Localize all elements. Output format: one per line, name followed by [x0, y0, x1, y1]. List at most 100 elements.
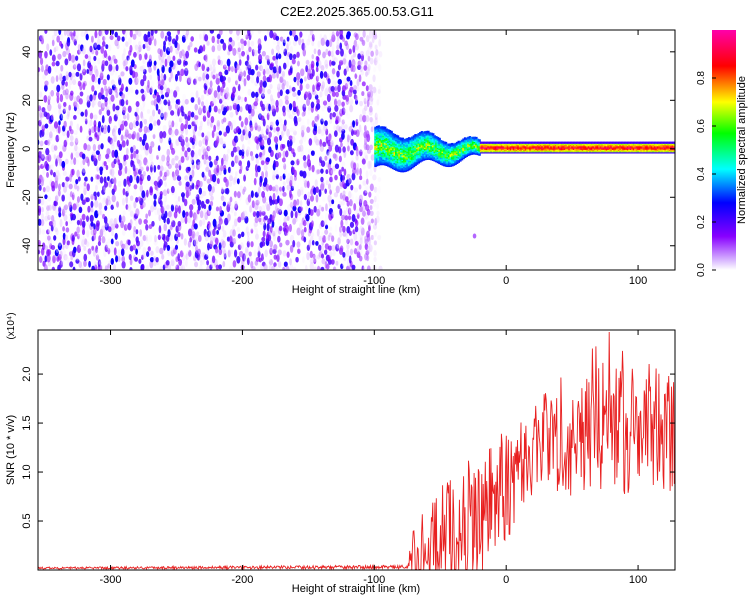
spectrogram-noise-cell — [365, 204, 370, 212]
spectrogram-noise-cell — [62, 248, 66, 256]
spectrogram-noise-cell — [191, 125, 195, 131]
spectrogram-noise-cell — [162, 233, 166, 243]
spectrogram-noise-cell — [238, 149, 243, 156]
spectrogram-noise-cell — [267, 108, 272, 116]
spectrogram-noise-cell — [298, 36, 302, 46]
spectrogram-noise-cell — [125, 190, 129, 197]
spectrogram-noise-cell — [364, 104, 368, 112]
spectrogram-noise-cell — [260, 154, 265, 162]
spectrogram-noise-cell — [208, 86, 213, 93]
spectrogram-noise-cell — [194, 261, 199, 268]
spectrogram-noise-cell — [299, 222, 303, 230]
spectrogram-noise-cell — [252, 45, 256, 53]
spectrogram-noise-cell — [83, 238, 88, 245]
spectrogram-noise-cell — [289, 45, 294, 54]
spectrogram-noise-cell — [96, 174, 100, 180]
spectrogram-noise-cell — [226, 148, 231, 154]
spectrogram-noise-cell — [320, 220, 325, 228]
spectrogram-noise-cell — [266, 43, 271, 51]
spectrogram-noise-cell — [124, 58, 128, 66]
spectrogram-noise-cell — [44, 194, 48, 200]
spectrogram-noise-cell — [167, 184, 171, 192]
spectrogram-noise-cell — [365, 144, 370, 151]
spectrogram-noise-cell — [261, 261, 266, 267]
spectrogram-noise-cell — [77, 176, 81, 182]
spectrogram-noise-cell — [227, 65, 231, 72]
spectrogram-noise-cell — [342, 146, 346, 153]
spectrogram-noise-cell — [194, 190, 198, 198]
spectrogram-noise-cell — [325, 39, 330, 47]
spectrogram-noise-cell — [247, 194, 252, 203]
spectrogram-noise-cell — [201, 171, 205, 178]
spectrogram-noise-cell — [351, 59, 356, 68]
spectrogram-noise-cell — [99, 260, 104, 266]
spectrogram-noise-cell — [44, 51, 48, 59]
spectrogram-noise-cell — [247, 137, 251, 145]
spectrogram-noise-cell — [245, 34, 249, 40]
spectrogram-noise-cell — [236, 226, 241, 233]
spectrogram-noise-cell — [312, 253, 316, 259]
spectrogram-noise-cell — [262, 85, 266, 94]
spectrogram-noise-cell — [282, 191, 287, 197]
spectrogram-noise-cell — [95, 150, 100, 156]
spectrogram-noise-cell — [278, 205, 282, 213]
spectrogram-noise-cell — [98, 235, 102, 243]
spectrogram-noise-cell — [92, 227, 97, 236]
spectrogram-noise-cell — [46, 171, 49, 178]
spectrogram-noise-cell — [89, 119, 93, 127]
spectrogram-noise-cell — [133, 226, 137, 233]
spectrogram-noise-cell — [202, 218, 206, 226]
spectrogram-noise-cell — [76, 226, 81, 234]
spectrogram-noise-cell — [62, 50, 67, 58]
spectrogram-noise-cell — [329, 189, 333, 195]
spectrogram-noise-cell — [146, 109, 151, 114]
spectrogram-noise-cell — [282, 250, 287, 257]
spectrogram-noise-cell — [40, 178, 44, 187]
spectrogram-noise-cell — [145, 264, 150, 270]
spectrogram-noise-cell — [274, 225, 279, 233]
spectrogram-noise-cell — [173, 144, 178, 152]
spectrogram-noise-cell — [295, 256, 299, 263]
spectrogram-noise-cell — [43, 84, 48, 92]
spectrogram-noise-cell — [96, 220, 100, 227]
spectrogram-noise-cell — [324, 260, 328, 269]
spectrogram-noise-cell — [325, 203, 328, 212]
spectrogram-noise-cell — [189, 41, 193, 48]
spectrogram-noise-cell — [125, 99, 129, 106]
spectrogram-noise-cell — [313, 234, 318, 242]
spectrogram-noise-cell — [66, 151, 70, 158]
spectrogram-noise-cell — [40, 64, 44, 73]
spectrogram-noise-cell — [352, 119, 356, 128]
spectrogram-noise-cell — [254, 91, 259, 98]
spectrogram-noise-cell — [62, 170, 67, 177]
spectrogram-noise-cell — [90, 193, 94, 200]
spectrogram-noise-cell — [114, 86, 118, 93]
spectrogram-noise-cell — [332, 112, 337, 118]
spectrogram-noise-cell — [98, 30, 102, 37]
spectrogram-noise-cell — [135, 100, 140, 108]
spectrogram-noise-cell — [45, 147, 50, 156]
spectrogram-noise-cell — [88, 136, 93, 142]
spectrogram-noise-cell — [289, 179, 293, 187]
spectrogram-noise-cell — [59, 260, 63, 268]
spectrogram-noise-cell — [355, 145, 359, 151]
spectrogram-noise-cell — [40, 218, 45, 227]
spectrogram-noise-cell — [206, 178, 211, 184]
spectrogram-noise-cell — [61, 244, 65, 250]
spectrogram-noise-cell — [269, 247, 273, 256]
spectrogram-noise-cell — [227, 76, 231, 83]
spectrogram-noise-cell — [271, 186, 276, 192]
spectrogram-noise-cell — [218, 71, 223, 77]
spectrogram-noise-cell — [291, 86, 296, 92]
spectrogram-noise-cell — [172, 136, 176, 143]
spectrogram-noise-cell — [41, 229, 46, 235]
spectrogram-noise-cell — [220, 195, 225, 201]
spectrogram-noise-cell — [115, 215, 119, 222]
spectrogram-noise-cell — [286, 59, 290, 68]
spectrogram-noise-cell — [138, 168, 142, 175]
spectrogram-noise-cell — [189, 174, 193, 182]
spectrogram-noise-cell — [199, 264, 203, 270]
spectrogram-noise-cell — [246, 160, 251, 168]
spectrogram-noise-cell — [163, 251, 167, 257]
spectrogram-noise-cell — [177, 231, 181, 238]
